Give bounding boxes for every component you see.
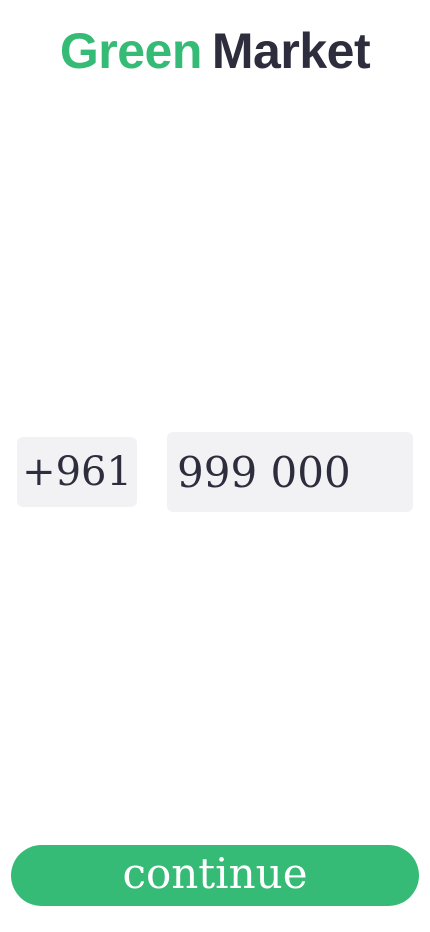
country-code-selector[interactable]: +961: [17, 437, 137, 507]
app-logo: Green Market: [0, 22, 430, 80]
logo-word-market: Market: [211, 23, 371, 79]
continue-button[interactable]: continue: [11, 845, 419, 906]
logo-word-green: Green: [59, 23, 203, 79]
phone-number-input[interactable]: [167, 432, 413, 512]
